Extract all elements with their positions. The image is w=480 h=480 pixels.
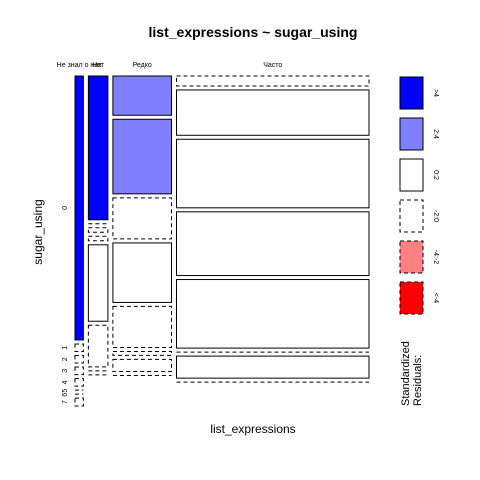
mosaic-tile-не-знал-о-них-row-0 [75,76,83,340]
row-label-4: 4 [62,380,69,384]
mosaic-tile-редко-row-2 [113,198,172,239]
legend-title-line-1: Residuals: [412,355,424,406]
column-label-1: Нет [92,62,105,69]
legend-label-2: 0:2 [432,170,439,180]
row-label-2: 2 [62,357,69,361]
legend-label-4: -4:-2 [432,250,439,265]
mosaic-tile-часто-row-3 [176,212,369,276]
mosaic-tile-редко-row-4 [113,306,172,347]
mosaic-tile-нет-row-3 [88,236,108,241]
x-axis-label: list_expressions [210,422,295,436]
legend: >4 2:4 0:2 -2:0 -4:-2 <-4 StandardizedResidual… [400,77,439,406]
legend-swatch-1 [400,118,423,150]
row-label-1: 1 [62,346,69,350]
legend-label-5: <-4 [432,293,439,303]
mosaic-tile-редко-row-5 [113,351,172,355]
mosaic-tile-редко-row-6 [113,359,172,371]
legend-swatch-0 [400,77,423,109]
mosaic-tile-нет-row-2 [88,228,108,233]
mosaic-tile-часто-row-6 [176,356,369,378]
mosaic-tile-редко-row-1 [113,119,172,194]
legend-swatch-4 [400,241,423,273]
column-label-3: Часто [263,62,282,69]
legend-label-1: 2:4 [432,129,439,139]
chart-title: list_expressions ~ sugar_using [149,24,358,40]
mosaic-tile-редко-row-3 [113,243,172,302]
mosaic-tile-нет-row-5 [88,325,108,367]
mosaic-tile-часто-row-4 [176,280,369,349]
legend-swatch-5 [400,282,423,314]
row-label-0: 0 [62,206,69,210]
row-label-6: 6 [62,393,69,397]
mosaic-tile-часто-row-1 [176,90,369,135]
mosaic-tile-не-знал-о-них-row-4 [75,379,83,387]
column-label-2: Редко [133,62,152,69]
legend-swatch-2 [400,159,423,191]
mosaic-tile-редко-row-0 [113,76,172,115]
y-axis-label: sugar_using [31,199,45,264]
row-label-5: 5 [62,389,69,393]
mosaic-tile-часто-row-0 [176,76,369,86]
legend-swatch-3 [400,200,423,232]
mosaic-tile-нет-row-0 [88,76,108,220]
mosaic-tile-нет-row-4 [88,245,108,321]
mosaic-tile-не-знал-о-них-row-2 [75,355,83,363]
row-label-7: 7 [62,400,69,404]
legend-label-3: -2:0 [432,210,439,222]
legend-label-0: >4 [432,89,439,97]
legend-title: StandardizedResiduals: [400,341,424,406]
row-label-3: 3 [62,369,69,373]
mosaic-tile-часто-row-2 [176,139,369,208]
mosaic-tile-не-знал-о-них-row-7 [75,398,83,406]
mosaic-tile-не-знал-о-них-row-1 [75,344,83,352]
mosaic-tile-не-знал-о-них-row-3 [75,367,83,375]
legend-title-line-0: Standardized [400,341,412,406]
